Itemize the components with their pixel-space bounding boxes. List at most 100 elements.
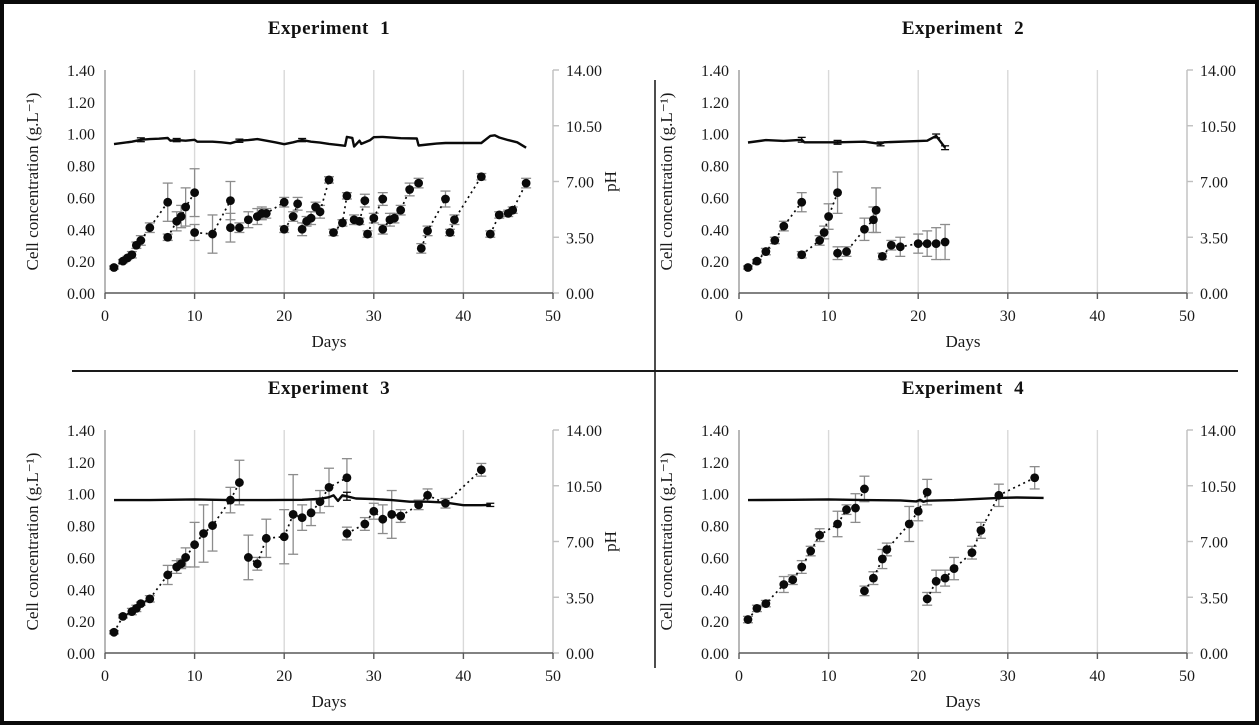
ph-line-series [113, 134, 527, 149]
svg-text:30: 30 [366, 668, 382, 685]
ph-line-series [114, 491, 495, 508]
svg-text:40: 40 [1089, 308, 1105, 325]
chart-canvas-experiment-2: 0.00 0.20 0.40 0.60 0.80 1.00 1.20 1.40 0.00 3.50… [657, 63, 1236, 351]
svg-text:20: 20 [910, 668, 926, 685]
svg-text:0.60: 0.60 [701, 190, 729, 207]
panel-divider-horizontal [72, 370, 1238, 372]
svg-text:14.00: 14.00 [1200, 423, 1236, 440]
svg-text:0: 0 [101, 668, 109, 685]
tick-labels: 0.00 0.20 0.40 0.60 0.80 1.00 1.20 1.40 0.00 3.50… [67, 423, 602, 685]
svg-text:0.80: 0.80 [701, 159, 729, 176]
svg-text:20: 20 [276, 668, 292, 685]
svg-text:pH: pH [601, 171, 620, 192]
svg-text:0.00: 0.00 [566, 286, 594, 303]
svg-text:10.50: 10.50 [1200, 119, 1236, 136]
svg-text:40: 40 [1089, 668, 1105, 685]
svg-text:10.50: 10.50 [1200, 479, 1236, 496]
svg-text:0: 0 [735, 308, 743, 325]
tick-labels: 0.00 0.20 0.40 0.60 0.80 1.00 1.20 1.40 0.00 3.50… [701, 423, 1236, 685]
svg-text:0.00: 0.00 [1200, 286, 1228, 303]
svg-text:7.00: 7.00 [566, 175, 594, 192]
svg-text:0.20: 0.20 [67, 614, 95, 631]
svg-text:7.00: 7.00 [1200, 175, 1228, 192]
panel-title: Experiment 1 [267, 18, 391, 39]
cell-concentration-series [108, 168, 532, 272]
svg-text:0.60: 0.60 [701, 550, 729, 567]
svg-text:1.40: 1.40 [701, 423, 729, 440]
axes [104, 429, 559, 659]
axes [738, 69, 1193, 299]
chart-canvas-experiment-4: 0.00 0.20 0.40 0.60 0.80 1.00 1.20 1.40 0.00 3.50… [657, 423, 1236, 711]
svg-text:40: 40 [455, 668, 471, 685]
svg-text:0.20: 0.20 [701, 614, 729, 631]
svg-text:0.80: 0.80 [701, 519, 729, 536]
svg-text:Cell concentration (g.L⁻¹): Cell concentration (g.L⁻¹) [657, 93, 676, 271]
ph-line-series [747, 496, 1044, 503]
svg-text:Days: Days [312, 692, 347, 711]
svg-text:Cell concentration (g.L⁻¹): Cell concentration (g.L⁻¹) [23, 93, 42, 271]
svg-text:20: 20 [910, 308, 926, 325]
svg-text:1.00: 1.00 [67, 487, 95, 504]
svg-text:10: 10 [821, 308, 837, 325]
svg-text:0.60: 0.60 [67, 550, 95, 567]
panel-divider-vertical [654, 80, 656, 668]
svg-text:50: 50 [545, 668, 561, 685]
svg-text:pH: pH [601, 531, 620, 552]
svg-text:0.00: 0.00 [1200, 646, 1228, 663]
svg-text:1.00: 1.00 [67, 127, 95, 144]
axes [104, 69, 559, 299]
axis-labels: Days Cell concentration (g.L⁻¹) [657, 93, 980, 351]
svg-text:1.40: 1.40 [67, 423, 95, 440]
panel-experiment-3: Experiment 3 0.00 0.20 0.40 0.60 0.80 1.00 1.2… [8, 368, 630, 720]
svg-text:3.50: 3.50 [566, 590, 594, 607]
svg-text:40: 40 [455, 308, 471, 325]
cell-concentration-series [742, 171, 951, 272]
svg-text:10.50: 10.50 [566, 119, 602, 136]
svg-text:3.50: 3.50 [1200, 230, 1228, 247]
axes [738, 429, 1193, 659]
svg-text:0.00: 0.00 [67, 286, 95, 303]
panel-experiment-4: Experiment 4 0.00 0.20 0.40 0.60 0.80 1.00 1.2… [642, 368, 1255, 720]
svg-text:Cell concentration (g.L⁻¹): Cell concentration (g.L⁻¹) [23, 453, 42, 631]
svg-text:50: 50 [1179, 668, 1195, 685]
panel-title: Experiment 3 [267, 378, 391, 399]
svg-text:1.20: 1.20 [701, 95, 729, 112]
svg-text:1.40: 1.40 [701, 63, 729, 80]
svg-text:10: 10 [187, 668, 203, 685]
gridlines [827, 430, 1099, 653]
svg-text:30: 30 [1000, 668, 1016, 685]
svg-text:0.00: 0.00 [701, 646, 729, 663]
panel-title: Experiment 4 [901, 378, 1025, 399]
gridlines [193, 430, 465, 653]
chart-canvas-experiment-1: 0.00 0.20 0.40 0.60 0.80 1.00 1.20 1.40 0.00 3.50… [23, 63, 620, 351]
svg-text:30: 30 [366, 308, 382, 325]
svg-text:14.00: 14.00 [566, 63, 602, 80]
panel-experiment-1: Experiment 1 0.00 0.20 0.40 0.60 0.80 1.00 1.2… [8, 8, 630, 360]
svg-text:0.40: 0.40 [701, 222, 729, 239]
svg-text:1.40: 1.40 [67, 63, 95, 80]
svg-text:0.00: 0.00 [701, 286, 729, 303]
svg-text:0: 0 [735, 668, 743, 685]
axis-labels: Days Cell concentration (g.L⁻¹) pH [23, 93, 620, 351]
svg-text:10: 10 [187, 308, 203, 325]
svg-text:1.20: 1.20 [701, 455, 729, 472]
svg-text:0: 0 [101, 308, 109, 325]
svg-text:7.00: 7.00 [1200, 535, 1228, 552]
axis-labels: Days Cell concentration (g.L⁻¹) [657, 453, 980, 711]
svg-text:50: 50 [1179, 308, 1195, 325]
svg-text:Days: Days [946, 692, 981, 711]
svg-text:0.00: 0.00 [566, 646, 594, 663]
cell-concentration-series [742, 465, 1040, 624]
ph-line-series [747, 133, 950, 151]
svg-text:0.80: 0.80 [67, 159, 95, 176]
svg-text:1.20: 1.20 [67, 455, 95, 472]
tick-labels: 0.00 0.20 0.40 0.60 0.80 1.00 1.20 1.40 0.00 3.50… [701, 63, 1236, 325]
svg-text:0.00: 0.00 [67, 646, 95, 663]
panel-experiment-2: Experiment 2 0.00 0.20 0.40 0.60 0.80 1.00 1.2… [642, 8, 1255, 360]
svg-text:7.00: 7.00 [566, 535, 594, 552]
svg-text:30: 30 [1000, 308, 1016, 325]
svg-text:0.20: 0.20 [67, 254, 95, 271]
chart-canvas-experiment-3: 0.00 0.20 0.40 0.60 0.80 1.00 1.20 1.40 0.00 3.50… [23, 423, 620, 711]
svg-text:10.50: 10.50 [566, 479, 602, 496]
